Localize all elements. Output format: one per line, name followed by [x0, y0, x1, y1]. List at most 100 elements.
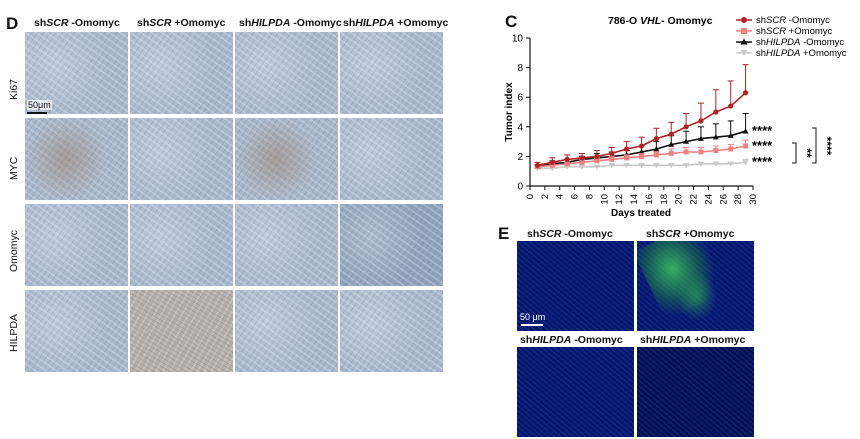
data-point [727, 161, 734, 167]
panel-d-scale-bar-label: 50μm [27, 100, 52, 110]
ihc-image-hilpda-hilpda-plus [340, 290, 443, 372]
panel-d-row-label-ki67: Ki67 [8, 78, 20, 100]
legend-marker-triangle-down-icon [740, 50, 748, 56]
data-point [683, 163, 690, 169]
data-point [579, 159, 585, 165]
fluorescence-image-scr-plus [637, 241, 754, 331]
svg-text:shHILPDA +Omomyc: shHILPDA +Omomyc [756, 48, 847, 59]
data-point [653, 163, 660, 169]
fluorescence-image-hilpda-plus [637, 347, 754, 437]
data-point [653, 146, 660, 152]
panel-d-letter: D [6, 14, 19, 33]
data-point [594, 158, 600, 164]
legend-marker-square-icon [741, 28, 747, 34]
data-point [743, 143, 749, 149]
significance-scr-minus-vs-hilpda-plus: **** [752, 154, 773, 169]
data-point [638, 163, 645, 169]
data-point [623, 163, 630, 169]
x-tick-label: 0 [525, 194, 536, 199]
ihc-image-ki67-hilpda-plus [340, 32, 443, 114]
series-scr-minus [534, 64, 749, 168]
data-point [549, 159, 555, 165]
y-tick-label: 4 [517, 122, 523, 133]
y-tick-label: 2 [517, 152, 523, 163]
panel-d-row-label-omomyc: Omomyc [8, 230, 20, 272]
data-point [713, 147, 719, 153]
data-point [683, 124, 689, 130]
ihc-image-myc-hilpda-plus [340, 118, 443, 200]
legend-marker-circle-icon [741, 17, 747, 23]
ihc-image-omomyc-hilpda-minus [235, 204, 338, 286]
x-tick-label: 20 [674, 194, 685, 205]
panel-d-scale-bar [27, 112, 47, 114]
data-point [683, 138, 690, 144]
y-tick-label: 8 [517, 63, 523, 74]
legend-item-1: shSCR -Omomyc [736, 15, 830, 26]
data-point [579, 155, 585, 161]
data-point [609, 150, 615, 157]
significance-bracket-outer: **** [820, 137, 834, 156]
y-tick-label: 6 [517, 93, 523, 104]
data-point [712, 134, 719, 140]
y-tick-label: 10 [512, 34, 524, 45]
data-point [608, 163, 615, 169]
x-tick-label: 2 [540, 194, 551, 199]
data-point [697, 161, 704, 167]
series-hilpda-plus [534, 158, 749, 172]
data-point [742, 90, 749, 96]
significance-scr-minus-vs-hilpda-minus: **** [752, 123, 773, 138]
x-tick-label: 24 [703, 194, 714, 205]
data-point [594, 153, 600, 159]
data-point [638, 143, 645, 149]
x-tick-label: 12 [614, 194, 625, 205]
legend-marker-triangle-icon [740, 38, 748, 45]
ihc-image-omomyc-hilpda-plus [340, 204, 443, 286]
panel-d-col-header-3: shHILPDA -Omomyc [239, 17, 342, 29]
legend-item-4: shHILPDA +Omomyc [736, 48, 847, 59]
svg-text:shSCR +Omomyc: shSCR +Omomyc [756, 26, 833, 37]
data-point [579, 164, 586, 170]
legend-item-3: shHILPDA -Omomyc [736, 37, 844, 48]
significance-bracket-inner: ** [800, 148, 814, 158]
data-point [564, 156, 570, 162]
data-point [698, 149, 704, 155]
x-tick-label: 30 [748, 194, 759, 205]
x-tick-label: 28 [733, 194, 744, 205]
data-point [712, 161, 719, 167]
chart-title: 786-O VHL- Omomyc [608, 15, 713, 27]
panel-e-header-1: shSCR -Omomyc [527, 228, 613, 240]
panel-e-header-4: shHILPDA +Omomyc [640, 334, 746, 346]
x-tick-label: 8 [584, 194, 595, 199]
ihc-image-myc-hilpda-minus [235, 118, 338, 200]
ihc-image-omomyc-scr-minus [25, 204, 128, 286]
ihc-image-ki67-hilpda-minus [235, 32, 338, 114]
panel-d-row-label-hilpda: HILPDA [8, 314, 20, 352]
x-tick-label: 18 [659, 194, 670, 205]
legend: shSCR -Omomyc shSCR +Omomyc shHILPDA -Om… [736, 15, 847, 59]
panel-d-row-label-myc: MYC [8, 156, 20, 180]
data-point [668, 141, 675, 147]
data-point [593, 164, 600, 170]
data-point [742, 160, 749, 166]
svg-text:shSCR -Omomyc: shSCR -Omomyc [756, 15, 830, 26]
ihc-image-omomyc-scr-plus [130, 204, 233, 286]
svg-text:shHILPDA -Omomyc: shHILPDA -Omomyc [756, 37, 844, 48]
data-point [534, 162, 541, 168]
fluorescence-image-scr-minus [517, 241, 634, 331]
panel-e-header-2: shSCR +Omomyc [646, 228, 735, 240]
panel-d-col-header-1: shSCR -Omomyc [34, 17, 120, 29]
panel-e-scale-bar [521, 324, 543, 326]
x-tick-label: 16 [644, 194, 655, 205]
data-point [727, 132, 734, 138]
data-point [624, 155, 630, 161]
y-axis-label: Tumor index [504, 82, 515, 142]
panel-d-col-header-4: shHILPDA +Omomyc [343, 17, 449, 29]
data-point [728, 146, 734, 152]
data-point [698, 118, 704, 124]
x-tick-label: 14 [629, 194, 640, 205]
data-point [624, 146, 630, 152]
legend-item-2: shSCR +Omomyc [736, 26, 833, 37]
significance-scr-minus-vs-scr-plus: **** [752, 138, 773, 153]
ihc-image-myc-scr-plus [130, 118, 233, 200]
